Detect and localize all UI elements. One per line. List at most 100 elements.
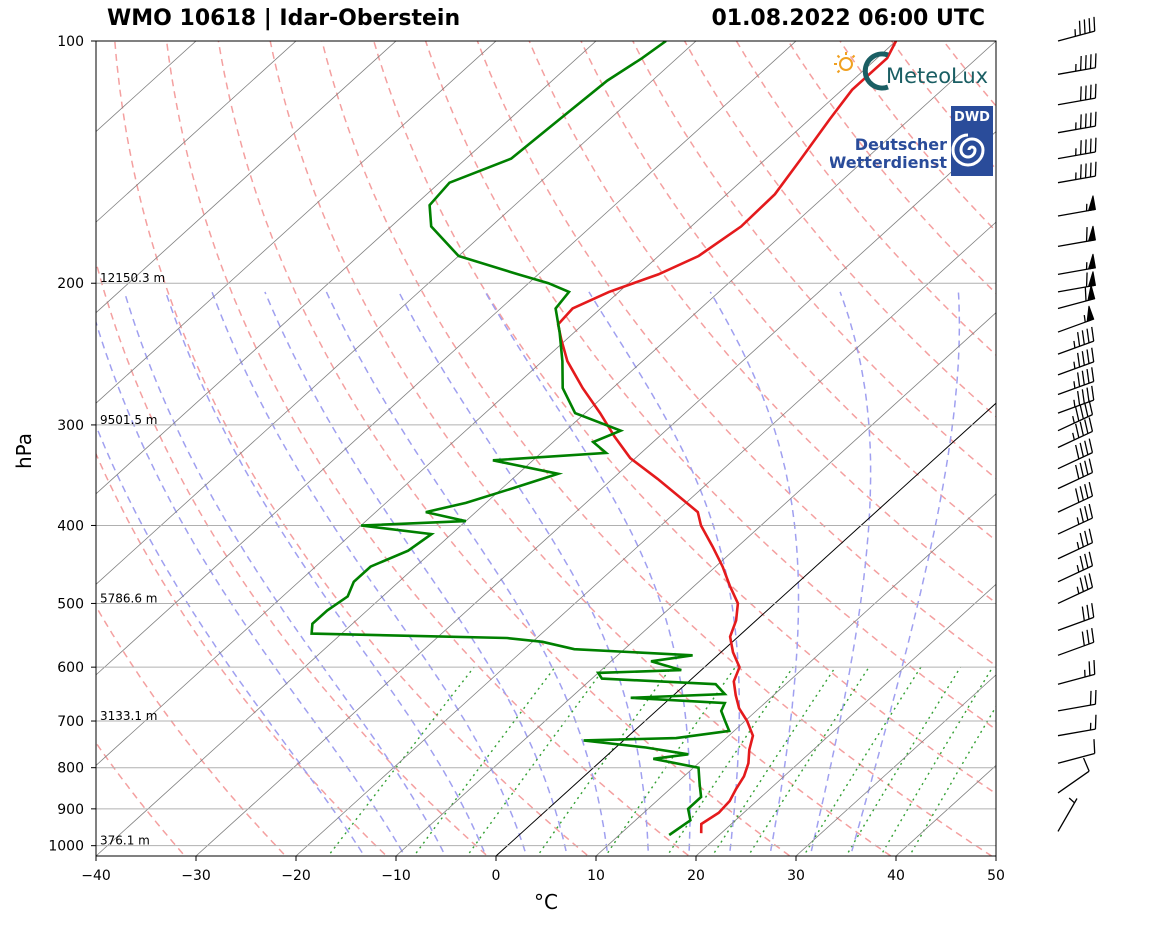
wind-barb <box>1057 528 1094 560</box>
moist-adiabat-line <box>809 291 872 856</box>
wind-barb <box>1057 53 1097 75</box>
wind-barb <box>1057 253 1097 276</box>
isobar-grid <box>96 41 996 847</box>
isotherm-line <box>595 493 996 856</box>
height-label: 3133.1 m <box>100 709 158 723</box>
y-tick-label: 1000 <box>48 839 84 855</box>
dry-adiabat-line <box>269 41 893 856</box>
x-tick-label: −10 <box>381 868 411 884</box>
isotherm-line <box>295 221 996 856</box>
moist-adiabat-line <box>211 291 528 856</box>
wind-barb <box>1057 714 1097 737</box>
dry-adiabat-line <box>165 41 691 856</box>
x-tick-label: −40 <box>81 868 111 884</box>
wind-barb <box>1057 603 1095 631</box>
dry-adiabat-line <box>580 41 996 542</box>
isotherm-line <box>96 41 996 856</box>
y-tick-label: 400 <box>57 518 84 534</box>
isotherm-line <box>96 41 697 585</box>
wind-barb <box>1057 271 1097 293</box>
meteolux-wordmark: MeteoLux <box>886 64 988 88</box>
moist-adiabat-line <box>398 291 650 856</box>
y-tick-label: 600 <box>57 660 84 676</box>
x-tick-label: −30 <box>181 868 211 884</box>
y-tick-label: 800 <box>57 761 84 777</box>
temperature-profile-line <box>556 41 898 834</box>
x-tick-label: 40 <box>887 868 905 884</box>
dry-adiabat-line <box>424 41 996 731</box>
dry-adiabat-line <box>476 41 996 667</box>
moist-adiabat-line <box>96 423 366 856</box>
sounding-profiles <box>310 41 898 837</box>
dwd-badge-label: DWD <box>954 110 990 125</box>
dry-adiabat-line <box>96 741 186 856</box>
dewpoint-profile-line <box>310 41 732 837</box>
plot-frame <box>95 40 997 857</box>
isotherm-line <box>96 41 597 495</box>
meteolux-swirl-icon <box>862 51 889 91</box>
isotherm-line <box>96 41 397 314</box>
mixing-ratio-line <box>604 666 736 856</box>
mixing-ratio-line <box>536 666 672 856</box>
height-labels: 12150.3 m 9501.5 m 5786.6 m 3133.1 m 376.1 m <box>100 271 165 847</box>
wind-barb <box>1057 161 1097 184</box>
mixing-ratio-line <box>908 705 996 856</box>
x-tick-label: 30 <box>787 868 805 884</box>
wind-barb <box>1057 438 1094 470</box>
x-tick-label: 20 <box>687 868 705 884</box>
dry-adiabat-line <box>96 604 287 856</box>
dry-adiabat-line <box>96 452 388 856</box>
wind-barb <box>1057 458 1094 490</box>
x-tick-label: 50 <box>987 868 1005 884</box>
isotherm-line <box>96 41 297 223</box>
dry-adiabat-line <box>217 41 792 856</box>
y-tick-label: 200 <box>57 276 84 292</box>
x-tick-label: 0 <box>492 868 501 884</box>
mixing-ratio-line <box>711 666 836 856</box>
wind-barb <box>1057 797 1078 832</box>
moist-adiabat-line <box>123 291 447 856</box>
moist-adiabat-line <box>164 291 487 856</box>
mixing-ratio-line <box>466 666 606 856</box>
wind-barb <box>1057 305 1095 333</box>
x-tick-label: −20 <box>281 868 311 884</box>
wind-barb <box>1057 16 1096 42</box>
dwd-logo: Deutscher Wetterdienst DWD <box>829 106 996 180</box>
isotherm-line <box>395 312 996 856</box>
meteolux-logo: MeteoLux <box>830 46 996 96</box>
moist-adiabat-line <box>264 291 568 856</box>
wind-barb <box>1057 757 1090 794</box>
isotherm-line <box>96 41 897 766</box>
moist-adiabat-line <box>588 291 741 856</box>
wind-barb <box>1057 551 1094 583</box>
isotherm-line <box>96 41 797 676</box>
mixing-ratio-line <box>747 666 870 856</box>
wind-barb <box>1057 503 1094 535</box>
moist-adiabat-line <box>709 291 800 856</box>
mixing-ratio-line <box>666 666 794 856</box>
wind-barb <box>1057 285 1096 310</box>
dwd-spiral-icon <box>951 133 985 167</box>
isotherm-line <box>695 583 996 856</box>
y-tick-label: 300 <box>57 418 84 434</box>
background-lines <box>96 23 1160 863</box>
y-tick-label: 900 <box>57 802 84 818</box>
wind-barb <box>1057 111 1097 134</box>
station-title: WMO 10618 | Idar-Oberstein <box>107 6 461 31</box>
wind-barb <box>1057 573 1094 605</box>
wind-barb <box>1057 739 1096 764</box>
dry-adiabat-line <box>114 41 590 856</box>
dwd-text-line2: Wetterdienst <box>830 153 947 172</box>
moist-adiabat-line <box>849 291 961 856</box>
wind-barb <box>1057 628 1095 656</box>
wind-barbs <box>1057 16 1097 832</box>
dry-adiabat-line <box>1134 23 1160 863</box>
x-tick-label: 10 <box>587 868 605 884</box>
dry-adiabat-line <box>994 41 996 44</box>
mixing-ratio-line <box>845 666 962 856</box>
wind-barb <box>1057 481 1094 513</box>
moist-adiabat-line <box>96 319 406 856</box>
